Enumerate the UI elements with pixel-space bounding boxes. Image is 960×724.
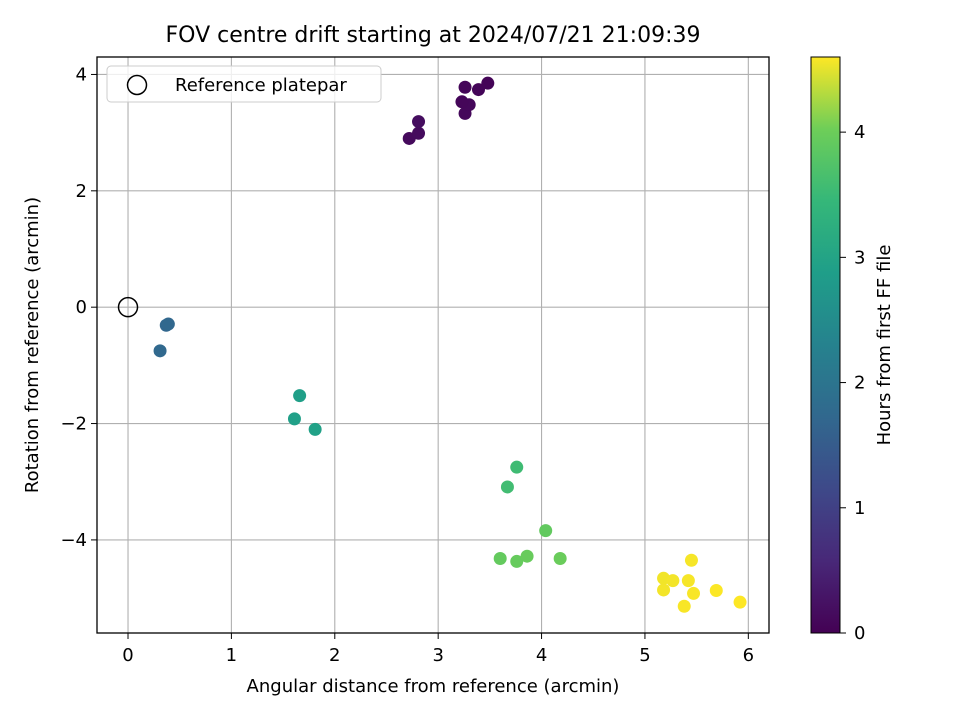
- data-point: [308, 422, 322, 436]
- x-tick-label: 6: [743, 645, 754, 666]
- y-tick-label: 2: [76, 181, 87, 202]
- data-point: [287, 412, 301, 426]
- data-point: [510, 554, 524, 568]
- colorbar-label: Hours from first FF file: [874, 245, 895, 446]
- data-point: [681, 574, 695, 588]
- data-point: [153, 344, 167, 358]
- colorbar-tick-label: 0: [854, 623, 865, 644]
- data-point: [455, 95, 469, 109]
- colorbar-tick-label: 4: [854, 122, 865, 143]
- data-point: [539, 524, 553, 538]
- data-point: [458, 80, 472, 94]
- x-axis-label: Angular distance from reference (arcmin): [247, 676, 620, 697]
- data-point: [666, 574, 680, 588]
- y-tick-label: 4: [76, 64, 87, 85]
- y-axis-ticks: −4 −2 0 2 4: [60, 64, 97, 551]
- legend: Reference platepar: [106, 65, 382, 103]
- data-point: [412, 126, 426, 140]
- data-point: [687, 586, 701, 600]
- colorbar-ticks: 0 1 2 3 4: [840, 122, 865, 644]
- x-tick-label: 0: [122, 645, 133, 666]
- x-tick-label: 2: [329, 645, 340, 666]
- grid: [97, 57, 769, 633]
- data-point: [677, 599, 691, 613]
- data-points: [153, 76, 747, 613]
- y-axis-label: Rotation from reference (arcmin): [22, 197, 43, 493]
- x-tick-label: 5: [639, 645, 650, 666]
- data-point: [161, 317, 175, 331]
- data-point: [493, 552, 507, 566]
- data-point: [520, 549, 534, 563]
- colorbar: [811, 57, 840, 633]
- legend-marker-icon: [126, 74, 148, 96]
- legend-box: [106, 65, 382, 103]
- legend-label: Reference platepar: [175, 75, 347, 96]
- data-point: [553, 552, 567, 566]
- y-tick-label: −2: [60, 414, 87, 435]
- data-point: [510, 460, 524, 474]
- x-tick-label: 1: [226, 645, 237, 666]
- y-tick-label: −4: [60, 530, 87, 551]
- data-point: [684, 553, 698, 567]
- y-tick-label: 0: [76, 297, 87, 318]
- plot-frame: [96, 56, 770, 634]
- reference-platepar-marker: [117, 296, 139, 318]
- colorbar-tick-label: 3: [854, 247, 865, 268]
- x-tick-label: 4: [536, 645, 547, 666]
- data-point: [709, 584, 723, 598]
- colorbar-frame: [810, 56, 841, 634]
- colorbar-tick-label: 1: [854, 498, 865, 519]
- data-point: [500, 480, 514, 494]
- colorbar-tick-label: 2: [854, 373, 865, 394]
- data-point: [657, 583, 671, 597]
- data-point: [471, 83, 485, 97]
- data-point: [412, 115, 426, 129]
- data-point: [481, 76, 495, 90]
- data-point: [293, 389, 307, 403]
- reference-marker-layer: [117, 296, 139, 318]
- chart-title: FOV centre drift starting at 2024/07/21 …: [166, 23, 701, 48]
- x-axis-ticks: 0 1 2 3 4 5 6: [122, 633, 754, 666]
- data-point: [733, 595, 747, 609]
- x-tick-label: 3: [432, 645, 443, 666]
